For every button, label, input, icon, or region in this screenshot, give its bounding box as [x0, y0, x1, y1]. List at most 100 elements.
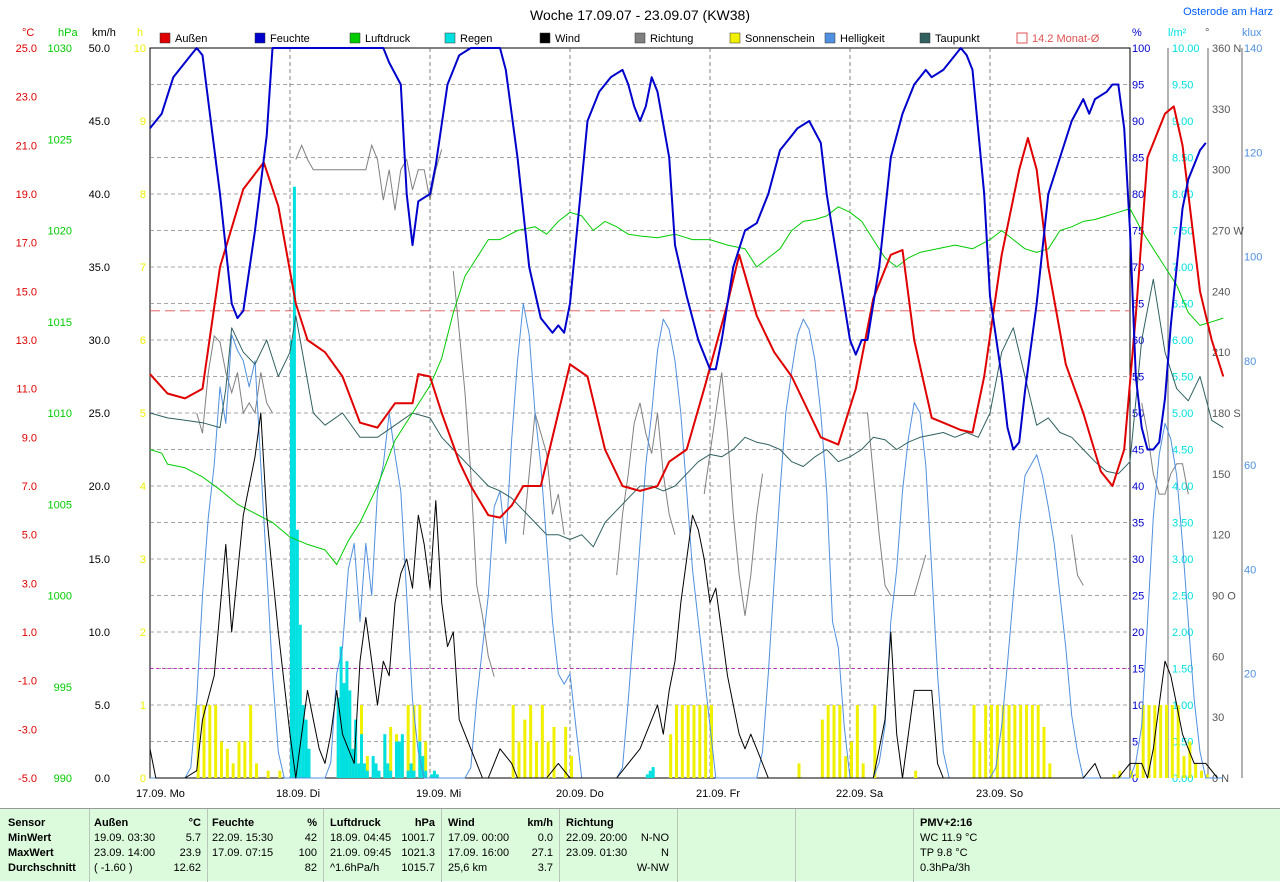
sunshine-bar — [231, 763, 235, 778]
rain-bar — [336, 697, 340, 778]
sunshine-bar — [704, 705, 708, 778]
rain-bar — [295, 529, 299, 778]
axis-tick-wind: 35.0 — [89, 262, 110, 274]
axes: 17.09. Mo 18.09. Di 19.09. Mi 20.09. Do 21.0… — [16, 27, 1263, 800]
legend-swatch — [634, 32, 646, 44]
rain-bar — [301, 705, 305, 778]
axis-tick-wind: 0.0 — [95, 773, 110, 785]
sunshine-bar — [873, 705, 877, 778]
rain-bar — [292, 186, 296, 778]
dewpoint-line — [149, 278, 1224, 548]
luftdruck-trend: ^1.6hPa/h — [330, 862, 380, 874]
richtung-max-value: N — [661, 847, 669, 859]
axis-tick-wind: 25.0 — [89, 408, 110, 420]
axis-tick-pressure: 1030 — [48, 43, 72, 55]
rain-bar — [357, 763, 361, 778]
dewpoint-value: TP 9.8 °C — [920, 847, 968, 859]
axis-tick-temp: 15.0 — [16, 286, 37, 298]
luftdruck-unit: hPa — [414, 817, 435, 829]
rain-bar — [374, 763, 378, 778]
axis-tick-wind: 30.0 — [89, 335, 110, 347]
axis-tick-rain: 3.50 — [1172, 518, 1193, 530]
axis-tick-humidity: 35 — [1132, 518, 1144, 530]
axis-tick-temp: 13.0 — [16, 335, 37, 347]
legend-swatch — [919, 32, 931, 44]
sunshine-bar — [1135, 763, 1139, 778]
axis-tick-humidity: 85 — [1132, 153, 1144, 165]
legend-swatch — [539, 32, 551, 44]
axis-tick-light: 120 — [1244, 147, 1262, 159]
axis-tick-rain: 5.50 — [1172, 372, 1193, 384]
summary-col-richtung: Richtung 22.09. 20:00 N-NO 23.09. 01:30 N … — [560, 809, 678, 882]
axis-tick-direction: 330 — [1212, 104, 1230, 116]
sunshine-bar — [1042, 726, 1046, 778]
sunshine-bar — [686, 705, 690, 778]
sunshine-bar — [1048, 763, 1052, 778]
rain-bar — [351, 748, 355, 778]
aussen-avg-value: 12.62 — [173, 862, 201, 874]
axis-tick-sun: 4 — [140, 481, 146, 493]
axis-tick-sun: 9 — [140, 116, 146, 128]
axis-tick-humidity: 45 — [1132, 445, 1144, 457]
axis-tick-humidity: 20 — [1132, 627, 1144, 639]
rain-bar — [290, 340, 293, 778]
axis-unit-rain: l/m² — [1168, 27, 1187, 39]
luftdruck-max-date: 21.09. 09:45 — [330, 847, 392, 859]
sunshine-bar — [535, 741, 538, 778]
axis-tick-pressure: 995 — [54, 682, 72, 694]
axis-tick-temp: 17.0 — [16, 238, 37, 250]
axis-tick-direction: 300 — [1212, 165, 1230, 177]
sunshine-bar — [214, 705, 218, 778]
axis-tick-rain: 3.00 — [1172, 554, 1193, 566]
wind-line — [149, 412, 1218, 779]
rain-bar — [432, 770, 436, 778]
sunshine-bar — [255, 763, 258, 778]
luftdruck-min-date: 18.09. 04:45 — [330, 832, 392, 844]
axis-tick-rain: 2.50 — [1172, 591, 1193, 603]
sunshine-bar — [861, 763, 865, 778]
x-tick-label: 19.09. Mi — [416, 788, 461, 800]
axis-tick-pressure: 1020 — [48, 226, 72, 238]
humidity-line — [149, 47, 1207, 451]
axis-tick-sun: 7 — [140, 262, 146, 274]
direction-line — [1141, 402, 1189, 495]
grid — [149, 47, 1131, 779]
sunshine-bar — [990, 705, 993, 778]
axis-tick-pressure: 1005 — [48, 499, 72, 511]
axis-tick-rain: 4.50 — [1172, 445, 1193, 457]
feuchte-max-date: 17.09. 07:15 — [212, 847, 274, 859]
axis-tick-wind: 20.0 — [89, 481, 110, 493]
axis-tick-light: 20 — [1244, 669, 1256, 681]
rain-bar — [406, 770, 410, 778]
min-label: MinWert — [8, 832, 52, 844]
axis-unit-light: klux — [1242, 27, 1262, 39]
legend-swatch-monthly — [1016, 32, 1028, 44]
feuchte-max-value: 100 — [298, 847, 317, 859]
summary-col-luftdruck: Luftdruck hPa 18.09. 04:45 1001.7 21.09. 0… — [324, 809, 442, 882]
axis-tick-direction: 150 — [1212, 469, 1230, 481]
wind-unit: km/h — [527, 817, 553, 829]
axis-tick-humidity: 80 — [1132, 189, 1144, 201]
axis-unit-humidity: % — [1132, 27, 1142, 39]
legend-swatch — [159, 32, 171, 44]
axis-tick-rain: 2.00 — [1172, 627, 1193, 639]
axis-tick-wind: 15.0 — [89, 554, 110, 566]
axis-tick-direction: 90 O — [1212, 591, 1236, 603]
wind-avg-value: 3.7 — [537, 862, 553, 874]
axis-tick-humidity: 10 — [1132, 700, 1144, 712]
axis-tick-temp: 1.0 — [22, 627, 37, 639]
wind-max-value: 27.1 — [531, 847, 553, 859]
pmv-header: PMV+2:16 — [920, 817, 973, 829]
luftdruck-min-value: 1001.7 — [401, 832, 435, 844]
summary-col-pmv: PMV+2:16 WC 11.9 °C TP 9.8 °C 0.3hPa/3h — [914, 809, 1280, 882]
axis-tick-temp: 3.0 — [22, 578, 37, 590]
wind-min-value: 0.0 — [537, 832, 553, 844]
weather-chart: Woche 17.09.07 - 23.09.07 (KW38) Osterod… — [16, 6, 1273, 800]
direction-line — [861, 412, 927, 596]
legend-label: Regen — [460, 33, 492, 45]
direction-line — [703, 372, 763, 616]
sunshine-bar — [832, 705, 836, 778]
axis-tick-temp: 11.0 — [16, 384, 37, 396]
axis-tick-wind: 5.0 — [95, 700, 110, 712]
sunshine-bar — [995, 705, 999, 778]
